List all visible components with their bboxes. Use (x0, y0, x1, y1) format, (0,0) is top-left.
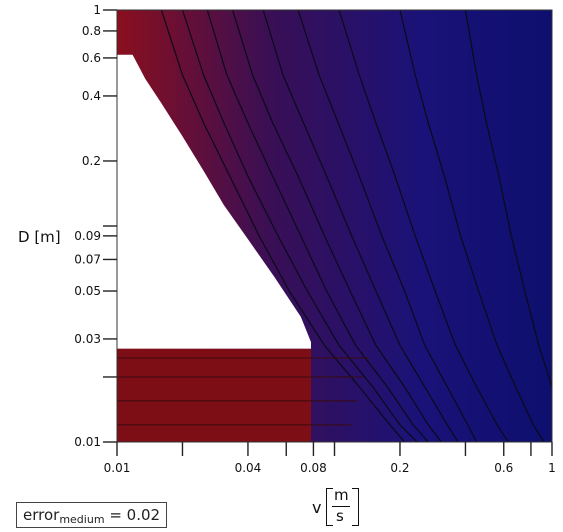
contour-line-0 (160, 10, 406, 442)
x-tick-label-10: 1 (548, 461, 556, 475)
contour-line-1 (181, 10, 418, 442)
unit-bracket-right (352, 488, 359, 526)
blank-region (117, 54, 311, 349)
y-axis: 0.01 0.03 0.05 0.07 0.09 0.2 0.4 0.6 0.8 1 (74, 3, 117, 449)
error-annotation: errormedium = 0.02 (16, 502, 168, 528)
y-tick-label-10: 0.8 (82, 24, 101, 38)
error-label: error (23, 506, 60, 524)
y-tick-label-0: 0.01 (74, 435, 101, 449)
x-tick-label-0: 0.01 (104, 461, 131, 475)
contour-line-4 (262, 10, 459, 442)
y-tick-label-2: 0.03 (74, 332, 101, 346)
contour-line-6 (338, 10, 509, 442)
y-tick-label-8: 0.4 (82, 89, 101, 103)
unit-numerator: m (334, 486, 349, 504)
contour-lines (160, 10, 552, 442)
low-diameter-band (117, 348, 312, 442)
y-tick-label-4: 0.07 (74, 252, 101, 266)
contour-line-5 (297, 10, 478, 442)
x-tick-label-2: 0.04 (235, 461, 262, 475)
band-contour-lines (117, 357, 370, 426)
y-tick-label-3: 0.05 (74, 284, 101, 298)
x-axis-variable: v (312, 498, 322, 517)
y-tick-label-7: 0.2 (82, 154, 101, 168)
y-axis-label: D [m] (18, 228, 61, 246)
contour-line-3 (232, 10, 442, 442)
unit-bracket-left (326, 488, 333, 526)
error-subscript: medium (59, 513, 105, 526)
y-tick-label-9: 0.6 (82, 51, 101, 65)
contour-line-8 (464, 10, 552, 388)
x-tick-label-6: 0.2 (390, 461, 409, 475)
x-tick-label-4: 0.08 (300, 461, 327, 475)
y-tick-label-5: 0.09 (74, 229, 101, 243)
x-axis: 0.01 0.04 0.08 0.2 0.6 1 (104, 442, 556, 475)
error-value: = 0.02 (109, 506, 161, 524)
contour-line-7 (399, 10, 545, 442)
y-tick-label-11: 1 (93, 3, 101, 17)
x-tick-label-8: 0.6 (494, 461, 513, 475)
contour-line-2 (206, 10, 429, 442)
unit-fraction-bar (332, 506, 350, 507)
unit-denominator: s (336, 507, 344, 525)
